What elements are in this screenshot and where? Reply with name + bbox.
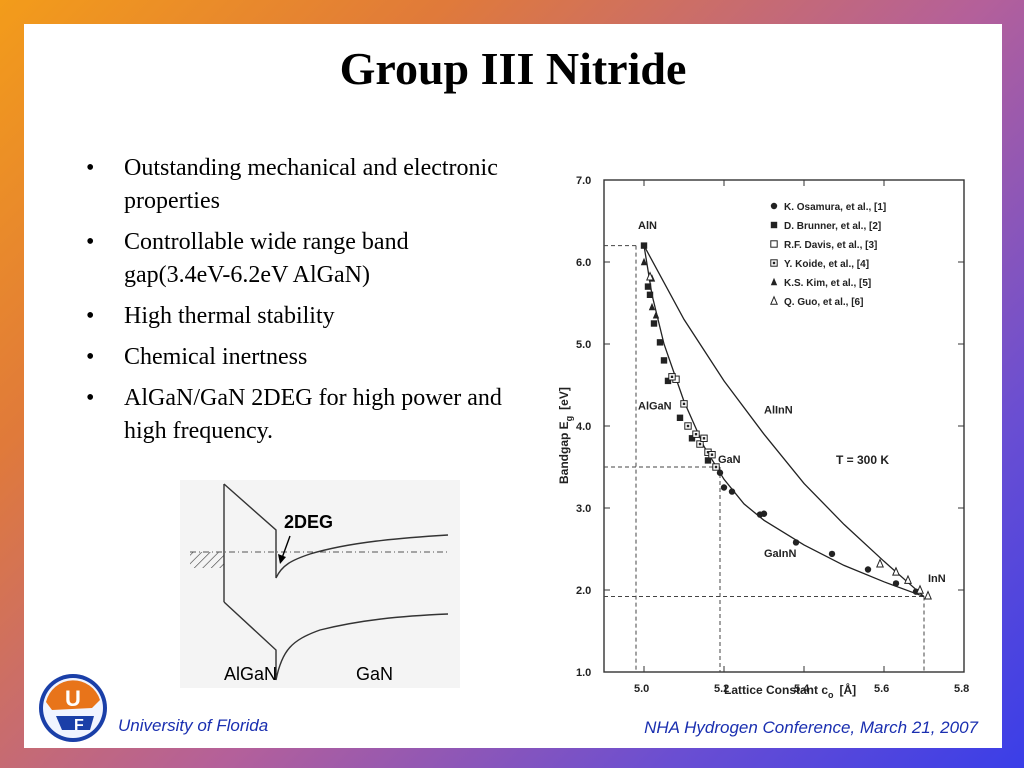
bandgap-chart: 5.0 5.2 5.4 5.6 5.8 1.0 2.0 3.0 4.0 5.0 6.0 7.0 AlN… — [534, 144, 984, 714]
university-logo-icon: U F — [32, 672, 114, 744]
footer-conference: NHA Hydrogen Conference, March 21, 2007 — [644, 718, 978, 737]
data-point — [770, 277, 778, 286]
label-algan: AlGaN — [224, 664, 277, 684]
data-point — [640, 257, 648, 266]
data-point — [864, 566, 872, 573]
bullet-item: High thermal stability — [86, 300, 506, 333]
y-tick-label: 3.0 — [576, 503, 591, 515]
data-point — [876, 558, 884, 568]
data-point — [680, 400, 688, 408]
bullet-list: Outstanding mechanical and electronic pr… — [86, 152, 506, 456]
x-tick-label: 5.2 — [714, 683, 729, 695]
y-tick-label: 4.0 — [576, 421, 591, 433]
data-point — [668, 373, 676, 381]
y-tick-label: 6.0 — [576, 257, 591, 269]
label-2deg: 2DEG — [284, 512, 333, 532]
data-point — [760, 510, 768, 517]
data-point — [770, 259, 778, 267]
data-point — [644, 283, 652, 290]
y-tick-label: 7.0 — [576, 175, 591, 187]
legend-entry: K. Osamura, et al., [1] — [784, 202, 886, 213]
bullet-item: Chemical inertness — [86, 341, 506, 374]
data-point — [656, 339, 664, 346]
x-tick-label: 5.0 — [634, 683, 649, 695]
temperature-label: T = 300 K — [836, 453, 889, 467]
data-point — [700, 434, 708, 443]
data-point — [916, 584, 924, 594]
y-axis-label: Bandgap Eg[eV] — [557, 387, 574, 484]
svg-text:F: F — [74, 717, 84, 734]
legend-entry: Q. Guo, et al., [6] — [784, 297, 863, 308]
bullet-item: Outstanding mechanical and electronic pr… — [86, 152, 506, 218]
data-point — [712, 463, 720, 471]
curve-annotation: AlInN — [764, 405, 793, 417]
fermi-level-hatch — [190, 552, 224, 568]
band-diagram: 2DEG AlGaN GaN — [180, 480, 460, 688]
curve-annotation: InN — [928, 573, 946, 585]
y-tick-label: 5.0 — [576, 339, 591, 351]
legend-entry: K.S. Kim, et al., [5] — [784, 278, 871, 289]
conduction-band — [223, 483, 449, 579]
x-tick-label: 5.6 — [874, 683, 889, 695]
y-tick-label: 1.0 — [576, 667, 591, 679]
bullet-item: Controllable wide range band gap(3.4eV-6… — [86, 226, 506, 292]
slide-title: Group III Nitride — [339, 43, 687, 94]
data-point — [770, 240, 778, 248]
data-point — [708, 451, 716, 459]
arrow-2deg-head — [278, 554, 286, 564]
data-point — [828, 550, 836, 558]
data-point — [676, 414, 684, 421]
plot-frame — [603, 179, 965, 673]
x-tick-label: 5.8 — [954, 683, 969, 695]
data-point — [904, 574, 912, 584]
valence-band — [223, 601, 449, 681]
data-point — [892, 566, 900, 576]
data-point — [770, 295, 778, 305]
data-point — [704, 457, 712, 464]
curve-annotation: AlGaN — [638, 401, 672, 413]
data-point — [646, 271, 654, 281]
legend-entry: Y. Koide, et al., [4] — [784, 259, 869, 270]
data-point — [728, 488, 736, 495]
legend-entry: R.F. Davis, et al., [3] — [784, 240, 877, 251]
curve-annotation: GaN — [718, 454, 741, 466]
y-tick-label: 2.0 — [576, 585, 591, 597]
data-point — [696, 440, 704, 448]
data-point — [924, 590, 932, 600]
data-point — [660, 357, 668, 364]
data-point — [664, 377, 672, 385]
label-gan: GaN — [356, 664, 393, 684]
data-point — [770, 221, 778, 229]
footer-university: University of Florida — [118, 716, 269, 735]
x-tick-label: 5.4 — [794, 683, 810, 695]
data-point — [688, 435, 696, 442]
data-point — [640, 242, 648, 249]
data-point — [770, 202, 778, 210]
x-axis-label: Lattice Constant co [Å] — [724, 682, 856, 700]
data-point — [692, 430, 700, 438]
data-point — [684, 422, 692, 430]
slide: Group III Nitride Outstanding mechanical… — [24, 24, 1002, 748]
svg-text:U: U — [65, 686, 81, 711]
curve-annotation: AlN — [638, 220, 657, 232]
curve-annotation: GaInN — [764, 548, 796, 560]
data-point — [716, 469, 724, 476]
fit-curve — [643, 245, 925, 598]
bullet-item: AlGaN/GaN 2DEG for high power and high f… — [86, 382, 506, 448]
data-point — [892, 580, 900, 587]
data-point — [650, 320, 658, 327]
legend-entry: D. Brunner, et al., [2] — [784, 221, 881, 232]
data-point — [652, 311, 660, 319]
data-point — [648, 302, 656, 311]
data-point — [720, 484, 728, 491]
arrow-2deg — [281, 535, 291, 559]
data-point — [792, 539, 800, 546]
data-point — [646, 291, 654, 298]
